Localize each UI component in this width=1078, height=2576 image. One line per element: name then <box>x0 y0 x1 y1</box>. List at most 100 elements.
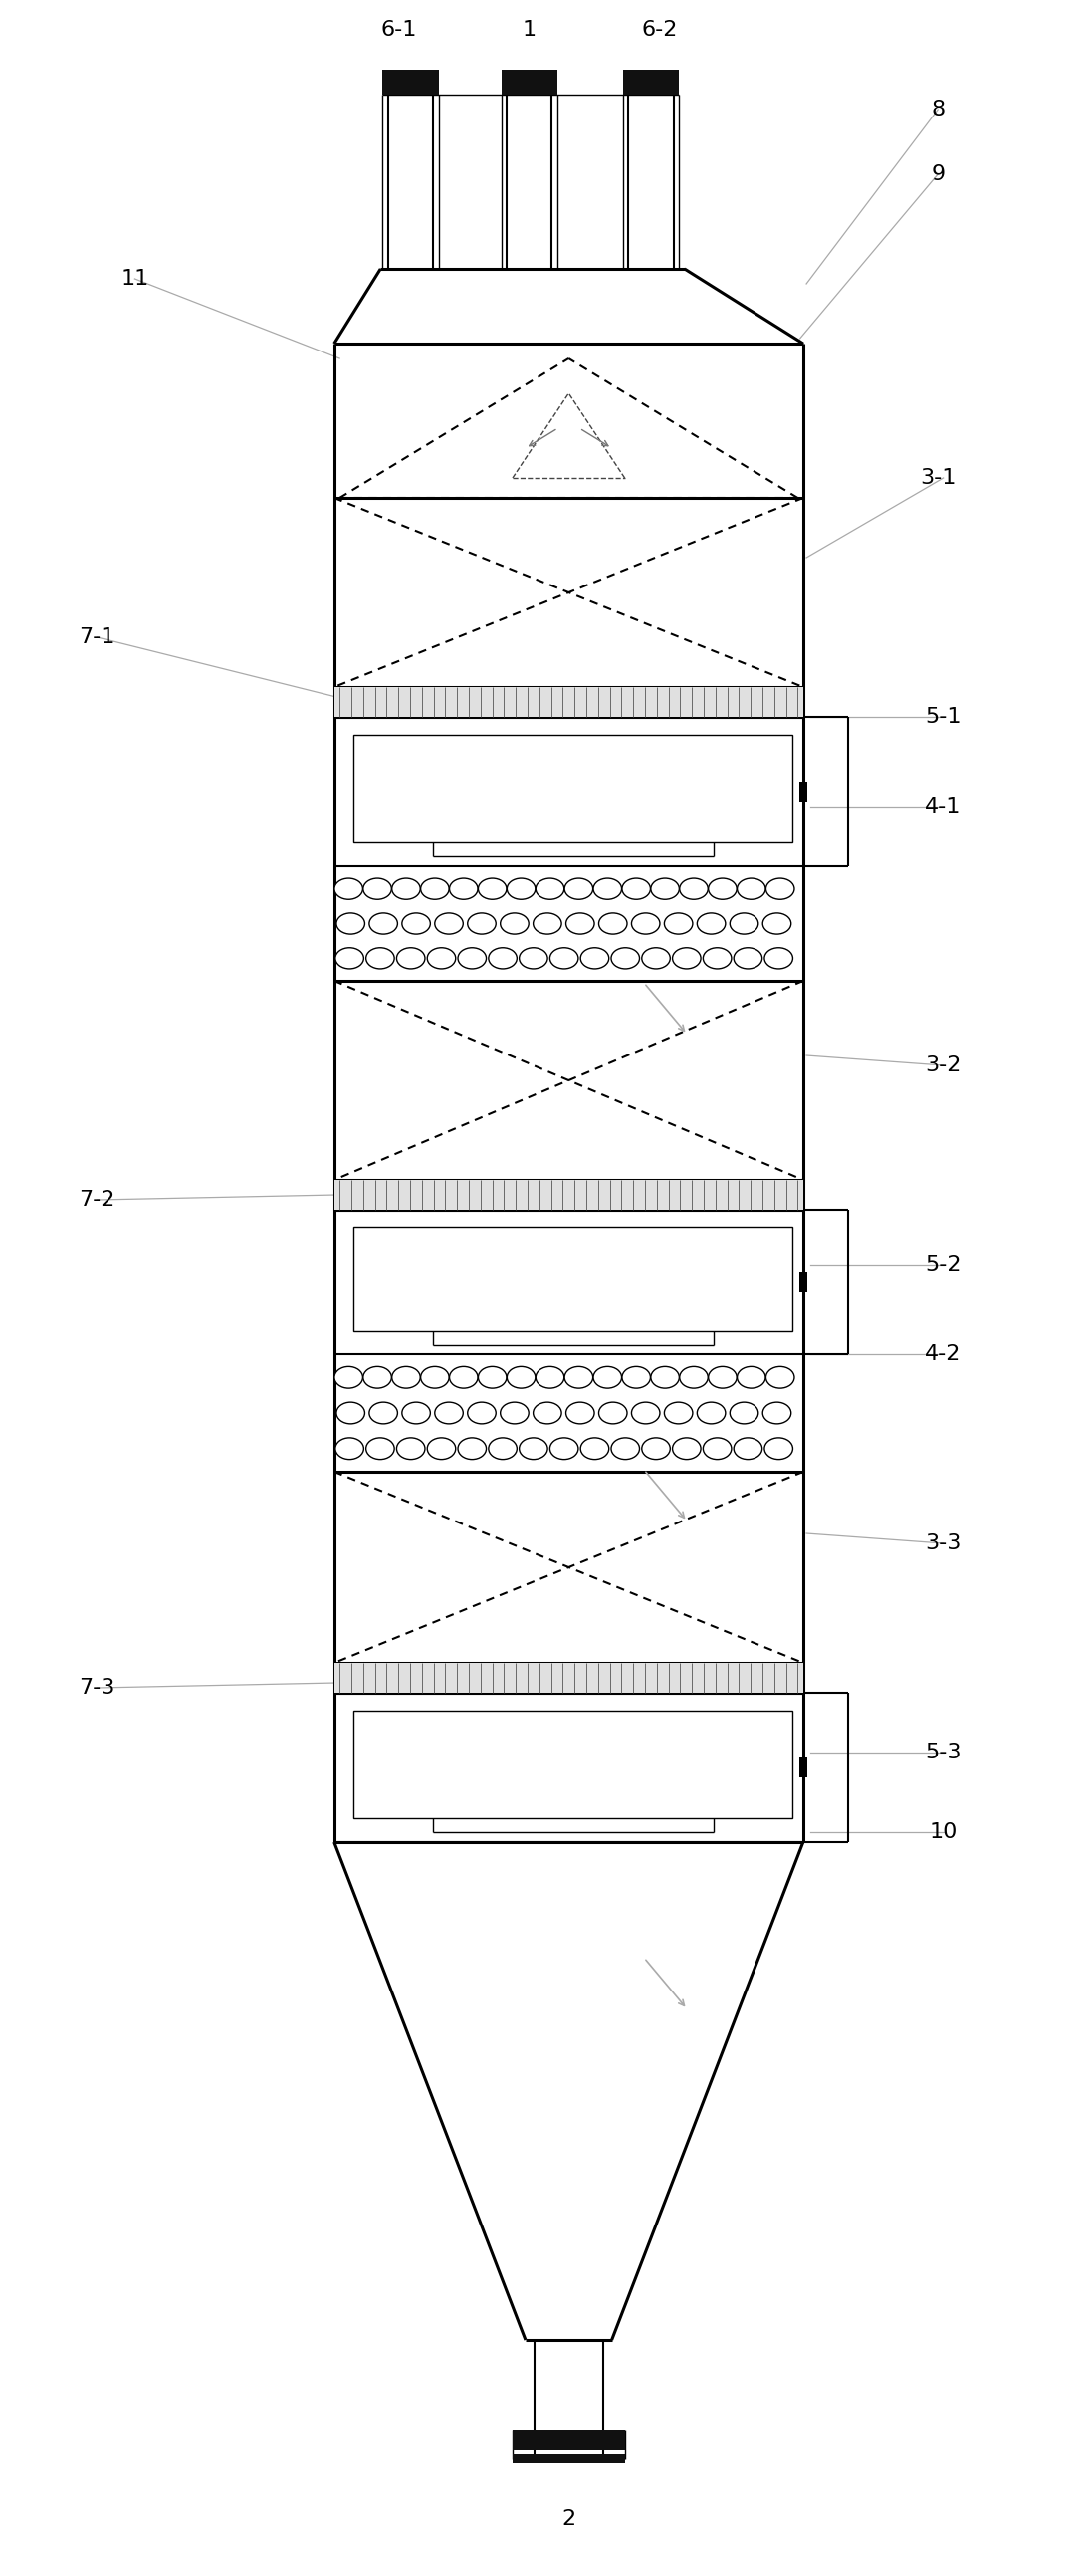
Ellipse shape <box>369 912 398 935</box>
Ellipse shape <box>581 1437 609 1461</box>
Text: 4-1: 4-1 <box>925 796 962 817</box>
Ellipse shape <box>534 912 562 935</box>
Ellipse shape <box>397 1437 425 1461</box>
Ellipse shape <box>336 1401 364 1425</box>
Ellipse shape <box>734 948 762 969</box>
Bar <box>799 1273 807 1293</box>
Ellipse shape <box>479 1365 507 1388</box>
Text: 10: 10 <box>929 1821 957 1842</box>
Bar <box>334 1664 803 1692</box>
Ellipse shape <box>363 1365 391 1388</box>
Ellipse shape <box>468 1401 496 1425</box>
Ellipse shape <box>708 1365 736 1388</box>
Ellipse shape <box>598 912 627 935</box>
Ellipse shape <box>450 1365 478 1388</box>
Ellipse shape <box>392 1365 420 1388</box>
Ellipse shape <box>708 878 736 899</box>
Ellipse shape <box>488 1437 517 1461</box>
Text: 11: 11 <box>121 268 149 289</box>
Ellipse shape <box>550 948 578 969</box>
Ellipse shape <box>488 948 517 969</box>
Bar <box>512 2429 624 2450</box>
Ellipse shape <box>730 1401 758 1425</box>
Ellipse shape <box>651 1365 679 1388</box>
Ellipse shape <box>392 878 420 899</box>
Ellipse shape <box>703 948 732 969</box>
Ellipse shape <box>397 948 425 969</box>
Ellipse shape <box>420 1365 450 1388</box>
Ellipse shape <box>363 878 391 899</box>
Ellipse shape <box>566 912 594 935</box>
Ellipse shape <box>520 948 548 969</box>
Ellipse shape <box>500 1401 528 1425</box>
Text: 5-3: 5-3 <box>925 1741 962 1762</box>
Ellipse shape <box>427 1437 456 1461</box>
Ellipse shape <box>536 878 564 899</box>
Ellipse shape <box>673 1437 701 1461</box>
Ellipse shape <box>737 1365 765 1388</box>
Text: 3-3: 3-3 <box>925 1533 962 1553</box>
Ellipse shape <box>434 912 464 935</box>
Ellipse shape <box>593 1365 622 1388</box>
Bar <box>354 734 792 842</box>
Text: 6-1: 6-1 <box>381 21 417 39</box>
Ellipse shape <box>336 912 364 935</box>
Text: 7-2: 7-2 <box>79 1190 115 1211</box>
Bar <box>512 2452 624 2463</box>
Text: 5-2: 5-2 <box>925 1255 962 1275</box>
Ellipse shape <box>622 1365 650 1388</box>
Ellipse shape <box>507 1365 536 1388</box>
Ellipse shape <box>565 1365 593 1388</box>
Ellipse shape <box>763 1401 791 1425</box>
Ellipse shape <box>622 878 650 899</box>
Ellipse shape <box>420 878 450 899</box>
Ellipse shape <box>507 878 536 899</box>
Ellipse shape <box>450 878 478 899</box>
Ellipse shape <box>734 1437 762 1461</box>
Ellipse shape <box>536 1365 564 1388</box>
Ellipse shape <box>651 878 679 899</box>
Ellipse shape <box>402 1401 430 1425</box>
Ellipse shape <box>365 948 395 969</box>
Ellipse shape <box>565 878 593 899</box>
Ellipse shape <box>703 1437 732 1461</box>
Ellipse shape <box>632 1401 660 1425</box>
Ellipse shape <box>664 912 693 935</box>
Ellipse shape <box>458 948 486 969</box>
Ellipse shape <box>334 1365 362 1388</box>
Bar <box>383 70 439 95</box>
Ellipse shape <box>765 1365 794 1388</box>
Ellipse shape <box>534 1401 562 1425</box>
Ellipse shape <box>697 1401 725 1425</box>
Bar <box>799 1757 807 1777</box>
Text: 1: 1 <box>522 21 537 39</box>
Ellipse shape <box>641 948 671 969</box>
Ellipse shape <box>500 912 528 935</box>
Text: 3-1: 3-1 <box>920 469 956 487</box>
Ellipse shape <box>550 1437 578 1461</box>
Ellipse shape <box>697 912 725 935</box>
Ellipse shape <box>468 912 496 935</box>
Ellipse shape <box>335 948 363 969</box>
Ellipse shape <box>730 912 758 935</box>
Ellipse shape <box>369 1401 398 1425</box>
Text: 5-1: 5-1 <box>925 706 962 726</box>
Text: 9: 9 <box>930 165 945 185</box>
Ellipse shape <box>632 912 660 935</box>
Bar <box>354 1710 792 1819</box>
Ellipse shape <box>458 1437 486 1461</box>
Ellipse shape <box>334 878 362 899</box>
Ellipse shape <box>427 948 456 969</box>
Text: 7-3: 7-3 <box>79 1677 115 1698</box>
Ellipse shape <box>763 912 791 935</box>
Text: 2: 2 <box>562 2509 576 2530</box>
Ellipse shape <box>402 912 430 935</box>
Ellipse shape <box>611 1437 639 1461</box>
Ellipse shape <box>335 1437 363 1461</box>
Text: 3-2: 3-2 <box>925 1056 962 1074</box>
Ellipse shape <box>664 1401 693 1425</box>
Ellipse shape <box>641 1437 671 1461</box>
Text: 4-2: 4-2 <box>925 1345 962 1365</box>
Bar <box>354 1226 792 1332</box>
Bar <box>334 1180 803 1211</box>
